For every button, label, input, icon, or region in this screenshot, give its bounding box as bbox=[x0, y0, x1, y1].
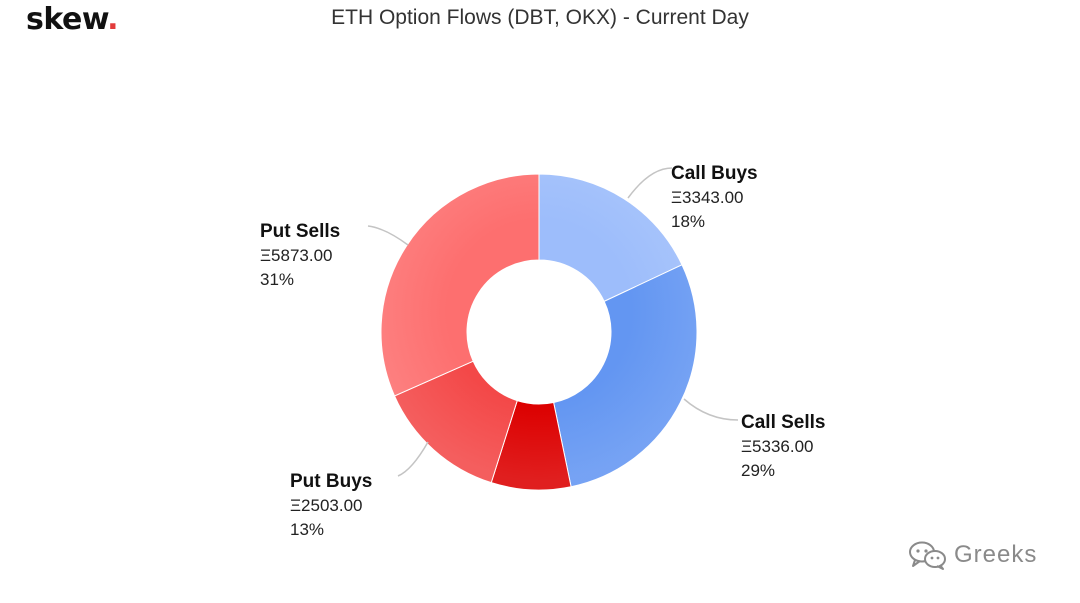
slice-percent-label: 18% bbox=[671, 212, 705, 231]
leader-line bbox=[683, 398, 739, 421]
logo-text: skew bbox=[26, 2, 108, 37]
chart-title: ETH Option Flows (DBT, OKX) - Current Da… bbox=[331, 6, 749, 29]
slice-percent-label: 31% bbox=[260, 270, 294, 289]
watermark: Greeks bbox=[908, 540, 1037, 570]
slice-put-sells bbox=[380, 173, 540, 397]
slice-label: Call Sells bbox=[741, 412, 826, 433]
slice-value-label: Ξ5873.00 bbox=[260, 246, 333, 265]
logo-dot: . bbox=[107, 2, 119, 37]
leader-line bbox=[397, 441, 429, 477]
slice-percent-label: 13% bbox=[290, 520, 324, 539]
slice-call-buys bbox=[538, 173, 683, 303]
slice-value-label: Ξ5336.00 bbox=[741, 437, 814, 456]
leader-line bbox=[627, 167, 673, 199]
slice-value-label: Ξ3343.00 bbox=[671, 188, 744, 207]
slice-value-label: Ξ2503.00 bbox=[290, 496, 363, 515]
wechat-icon bbox=[909, 541, 946, 570]
slice-percent-label: 29% bbox=[741, 461, 775, 480]
slice-label: Put Buys bbox=[290, 471, 372, 492]
leader-line bbox=[367, 225, 409, 246]
slice-label: Put Sells bbox=[260, 221, 340, 242]
slice-label: Call Buys bbox=[671, 163, 758, 184]
slice-call-sells bbox=[553, 264, 698, 488]
watermark-text: Greeks bbox=[954, 541, 1038, 568]
skew-logo: skew. bbox=[26, 2, 119, 37]
